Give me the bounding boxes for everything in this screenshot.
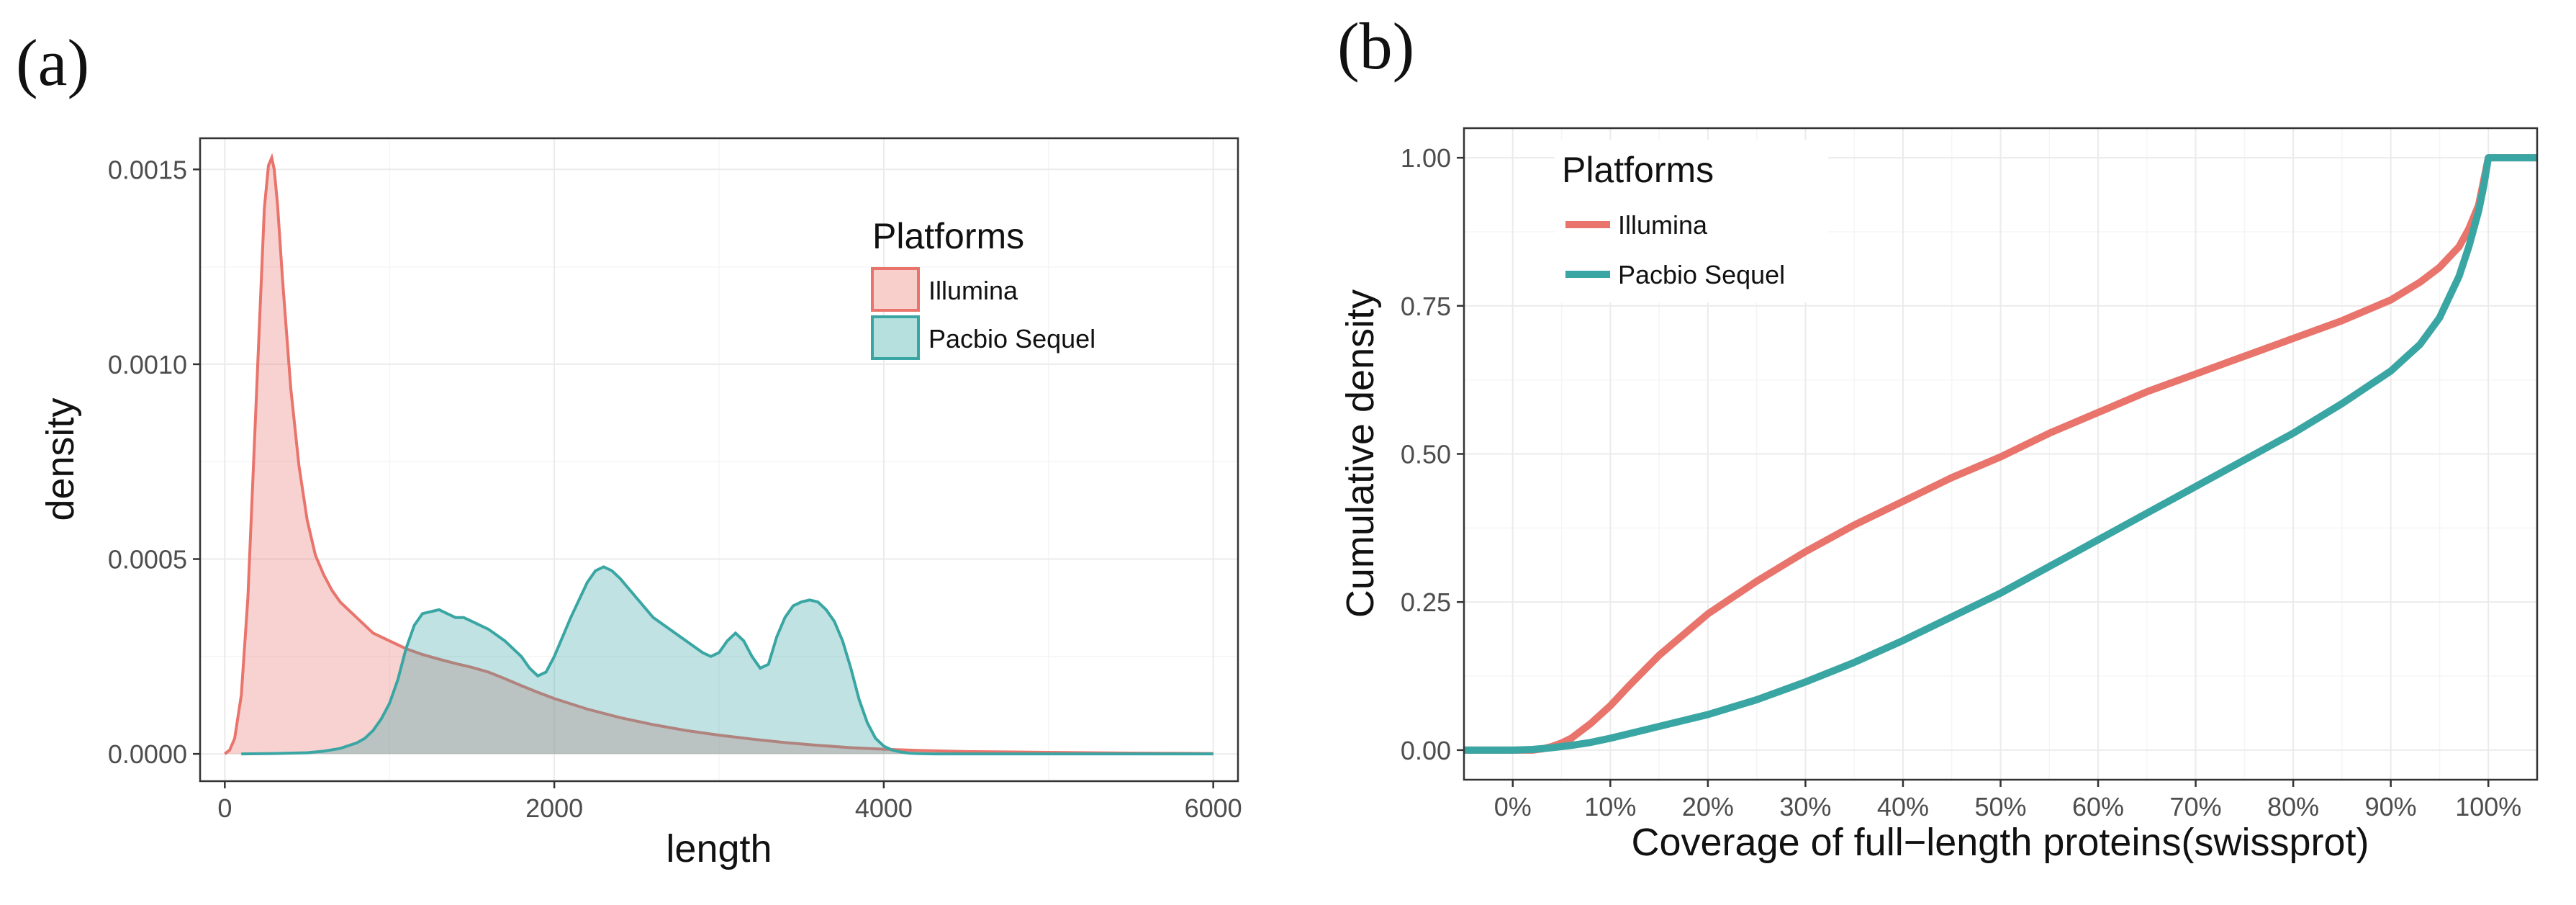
cumulative-chart-panel: (b) 0% 10% 20% 30% 40% 50% 60% 70% 80% 90% 100% 0.… <box>1337 9 2539 864</box>
x-tick-label: 0 <box>217 793 232 823</box>
cumulative-x-axis-title: Coverage of full−length proteins(swisspr… <box>1632 821 2369 864</box>
panel-label-a: (a) <box>16 26 89 99</box>
panel-label-b: (b) <box>1337 9 1414 83</box>
density-y-axis-title: density <box>39 397 82 521</box>
density-x-axis-title: length <box>666 827 772 870</box>
pacbio-density-outline <box>241 565 1214 756</box>
cumulative-x-axis: 0% 10% 20% 30% 40% 50% 60% 70% 80% 90% 100% <box>1494 780 2521 821</box>
illumina-density-area <box>224 153 1214 755</box>
pacbio-density-fill <box>241 567 1214 755</box>
x-tick-label: 10% <box>1584 792 1636 821</box>
pacbio-density-area <box>241 565 1214 756</box>
x-tick-label: 100% <box>2455 792 2521 821</box>
x-tick-label: 40% <box>1877 792 1929 821</box>
x-tick-label: 4000 <box>855 793 913 823</box>
density-chart-frame <box>199 137 1239 783</box>
cumulative-legend-title: Platforms <box>1562 150 1714 190</box>
pacbio-legend-label: Pacbio Sequel <box>928 324 1095 354</box>
pacbio-legend-key <box>871 315 920 360</box>
x-tick-label: 6000 <box>1185 793 1242 823</box>
x-tick-label: 30% <box>1779 792 1831 821</box>
x-tick-label: 60% <box>2072 792 2124 821</box>
y-tick-label: 0.00 <box>1401 736 1451 765</box>
x-tick-label: 2000 <box>525 793 583 823</box>
density-legend-title: Platforms <box>872 216 1024 256</box>
x-tick-label: 80% <box>2267 792 2319 821</box>
x-tick-label: 70% <box>2170 792 2222 821</box>
x-tick-label: 0% <box>1494 792 1532 821</box>
y-tick-label: 0.50 <box>1401 440 1451 469</box>
illumina-density-outline <box>224 153 1214 755</box>
x-tick-label: 90% <box>2365 792 2417 821</box>
density-legend: Platforms Illumina Pacbio Sequel <box>871 216 1095 360</box>
cumulative-y-axis-title: Cumulative density <box>1339 289 1382 618</box>
illumina-cumulative-line <box>1464 154 2537 754</box>
pacbio-legend-label-b: Pacbio Sequel <box>1618 260 1785 289</box>
y-tick-label: 0.0010 <box>108 350 187 379</box>
illumina-legend-label-b: Illumina <box>1618 210 1708 240</box>
x-tick-label: 20% <box>1682 792 1734 821</box>
illumina-density-fill <box>225 158 1214 755</box>
y-tick-label: 0.0015 <box>108 155 187 184</box>
illumina-legend-key <box>871 267 920 312</box>
y-tick-label: 0.25 <box>1401 587 1451 617</box>
y-tick-label: 0.0005 <box>108 545 187 575</box>
density-x-axis: 0 2000 4000 6000 <box>217 781 1242 823</box>
pacbio-cumulative-line <box>1464 154 2537 754</box>
y-tick-label: 0.0000 <box>108 739 187 769</box>
x-tick-label: 50% <box>1974 792 2026 821</box>
density-chart-grid <box>200 138 1238 781</box>
illumina-legend-label: Illumina <box>928 276 1018 305</box>
cumulative-y-axis: 0.00 0.25 0.50 0.75 1.00 <box>1401 143 1464 765</box>
y-tick-label: 1.00 <box>1401 143 1451 173</box>
density-chart-panel: (a) 0 2000 4000 6000 0.00000.00050.00100.00… <box>16 26 1242 870</box>
cumulative-chart-lines <box>1464 154 2537 754</box>
cumulative-legend: Platforms Illumina Pacbio Sequel <box>1555 140 1828 302</box>
density-y-axis: 0.0000 0.0005 0.0010 0.0015 <box>108 155 200 769</box>
y-tick-label: 0.75 <box>1401 292 1451 321</box>
